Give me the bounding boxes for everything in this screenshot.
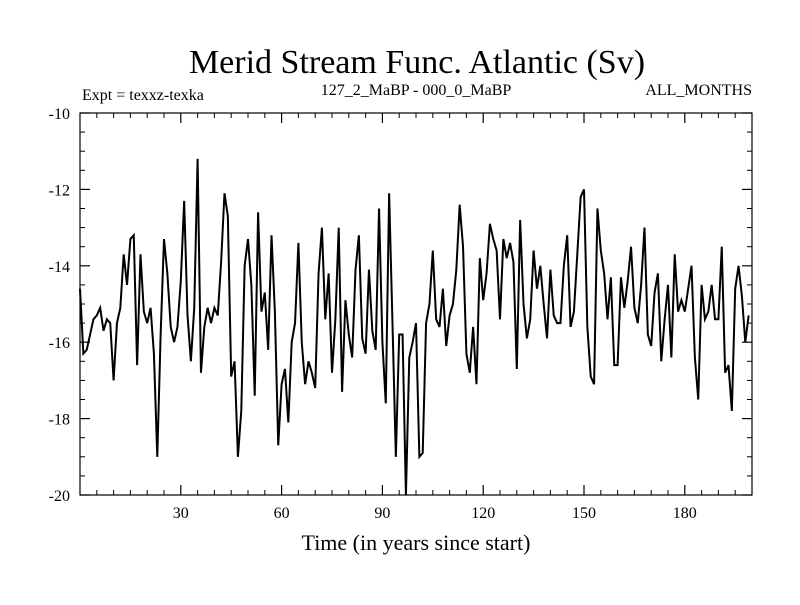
y-tick-label: -20 [49, 488, 70, 505]
y-tick-label: -10 [49, 106, 70, 123]
experiment-label: Expt = texxz-texka [82, 87, 204, 104]
y-tick-label: -12 [49, 182, 70, 199]
x-tick-label: 90 [374, 505, 390, 522]
plot-frame [79, 112, 753, 496]
x-axis-label: Time (in years since start) [302, 530, 531, 555]
period-label: 127_2_MaBP - 000_0_MaBP [321, 82, 512, 99]
x-tick-label: 180 [673, 505, 697, 522]
y-tick-label: -14 [49, 259, 70, 276]
y-tick-label: -18 [49, 412, 70, 429]
months-label: ALL_MONTHS [645, 82, 752, 99]
x-tick-label: 120 [471, 505, 495, 522]
y-tick-label: -16 [49, 335, 70, 352]
axes: 30 60 90 120 150 180 -10 -12 -14 -16 -18 -20 [49, 106, 753, 522]
x-tick-label: 60 [274, 505, 290, 522]
x-tick-label: 150 [572, 505, 596, 522]
series-line [79, 158, 750, 496]
x-tick-label: 30 [173, 505, 189, 522]
chart-title: Merid Stream Func. Atlantic (Sv) [189, 44, 645, 81]
series-layer [79, 158, 750, 496]
